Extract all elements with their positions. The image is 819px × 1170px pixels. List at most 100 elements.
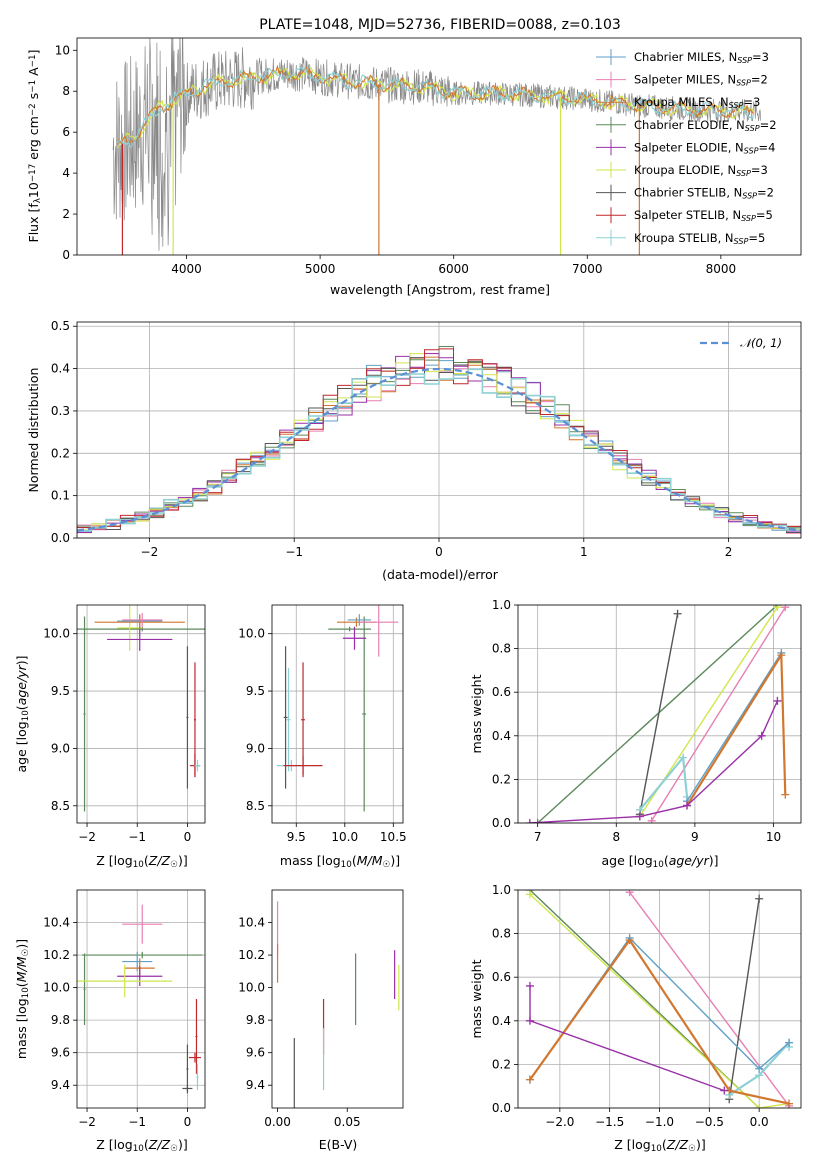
y-tick-label: 0.0 — [492, 816, 511, 830]
weight-marker — [773, 605, 782, 612]
weight-marker — [647, 816, 656, 823]
x-tick-label: −2.0 — [545, 1115, 574, 1129]
y-axis-label: mass weight — [469, 959, 484, 1038]
weight-marker — [755, 1104, 764, 1108]
weight-line — [529, 893, 790, 1108]
legend-entry: Kroupa MILES, NSSP=3 — [634, 95, 760, 110]
y-tick-label: 0.4 — [492, 1014, 511, 1028]
y-tick-label: 1.0 — [492, 883, 511, 897]
weight-marker — [533, 819, 542, 823]
x-tick-label: 6000 — [438, 262, 469, 276]
legend-entry: Kroupa STELIB, NSSP=5 — [634, 231, 765, 246]
x-tick-label: 8 — [612, 830, 620, 844]
legend-entry: Salpeter ELODIE, NSSP=4 — [634, 140, 775, 155]
plot-area — [525, 605, 790, 823]
plot-area — [525, 890, 794, 1108]
plot-area — [77, 605, 205, 812]
panel-mass-vs-Z: −2 −1 0 9.4 9.6 9.8 10.0 10.2 10.4 Z [log10(Z/Z☉)… — [14, 889, 206, 1154]
plot-area — [77, 346, 801, 534]
x-axis-label: age [log10(age/yr)] — [601, 853, 718, 870]
observed-spectrum — [112, 38, 762, 251]
legend-entry: Kroupa ELODIE, NSSP=3 — [634, 163, 768, 178]
x-axis-label: wavelength [Angstrom, rest frame] — [330, 282, 550, 297]
normal-curve — [77, 367, 801, 532]
panel-spectrum: 4000 5000 6000 7000 8000 0 2 4 6 8 10 wavelength [A… — [26, 37, 802, 297]
x-tick-label: 10 — [766, 830, 781, 844]
y-axis-label: Normed distribution — [26, 368, 41, 493]
y-tick-label: 0.2 — [492, 772, 511, 786]
legend-entry: Chabrier MILES, NSSP=3 — [634, 50, 769, 65]
x-tick-label: 7000 — [572, 262, 603, 276]
y-tick-label: 9.0 — [246, 741, 265, 755]
weight-marker — [625, 890, 634, 897]
y-tick-label: 0.0 — [51, 531, 70, 545]
y-tick-label: 8.5 — [246, 799, 265, 813]
x-tick-label: 9 — [691, 830, 699, 844]
panel-mass-vs-ebv: 0.00 0.05 9.4 9.6 9.8 10.0 10.2 10.4 E(B-V) — [238, 889, 404, 1152]
y-tick-label: 10.0 — [238, 981, 265, 995]
x-axis-label: mass [log10(M/M☉)] — [280, 853, 400, 870]
weight-line — [686, 651, 787, 807]
weight-marker — [525, 1075, 534, 1084]
weight-marker — [525, 819, 534, 823]
x-tick-label: 7 — [534, 830, 542, 844]
x-axis-label: Z [log10(Z/Z☉)] — [96, 853, 187, 870]
y-tick-label: 0.0 — [492, 1101, 511, 1115]
weight-marker — [777, 651, 786, 660]
x-tick-label: −1.5 — [595, 1115, 624, 1129]
weight-marker — [525, 890, 534, 899]
y-tick-label: 0.3 — [51, 404, 70, 418]
y-tick-label: 0.6 — [492, 970, 511, 984]
x-tick-label: −0.5 — [695, 1115, 724, 1129]
y-axis-label: age [log10(age/yr)] — [14, 655, 31, 772]
x-tick-label: −2 — [78, 1115, 96, 1129]
y-tick-label: 10 — [55, 43, 70, 57]
axes-frame — [271, 889, 404, 1109]
plot-area — [276, 901, 400, 1108]
y-tick-label: 0.2 — [51, 446, 70, 460]
weight-marker — [773, 696, 782, 705]
x-tick-label: 0 — [184, 1115, 192, 1129]
axes-frame — [76, 889, 206, 1109]
y-tick-label: 10.4 — [238, 916, 265, 930]
x-tick-label: 10.0 — [331, 830, 358, 844]
weight-marker — [781, 790, 790, 799]
x-tick-label: 0.0 — [750, 1115, 769, 1129]
model-spectrum — [116, 64, 754, 145]
weight-marker — [781, 605, 790, 612]
x-tick-label: 5000 — [305, 262, 336, 276]
axes-frame — [76, 37, 802, 256]
y-tick-label: 1.0 — [492, 598, 511, 612]
y-tick-label: 9.8 — [246, 1013, 265, 1027]
weight-line — [651, 606, 786, 822]
x-axis-label: (data-model)/error — [382, 567, 499, 582]
y-tick-label: 10.0 — [43, 627, 70, 641]
y-tick-label: 9.6 — [51, 1046, 70, 1060]
weight-marker — [755, 894, 764, 903]
y-tick-label: 4 — [62, 166, 70, 180]
weight-line — [529, 938, 790, 1105]
weight-marker — [785, 1099, 794, 1108]
y-tick-label: 0.1 — [51, 489, 70, 503]
legend-entry: Salpeter MILES, NSSP=2 — [634, 73, 768, 88]
y-tick-label: 10.0 — [43, 981, 70, 995]
figure-title: PLATE=1048, MJD=52736, FIBERID=0088, z=0… — [259, 17, 621, 33]
y-tick-label: 9.5 — [51, 684, 70, 698]
y-tick-label: 10.2 — [43, 948, 70, 962]
x-tick-label: 0.00 — [264, 1115, 291, 1129]
y-tick-label: 0.8 — [492, 642, 511, 656]
y-tick-label: 0.6 — [492, 685, 511, 699]
plot-area — [276, 605, 399, 812]
x-tick-label: 8000 — [706, 262, 737, 276]
x-tick-label: −1 — [128, 830, 146, 844]
weight-marker — [679, 753, 688, 762]
y-tick-label: 0.5 — [51, 319, 70, 333]
weight-marker — [625, 936, 634, 945]
x-tick-label: 0 — [184, 830, 192, 844]
panel-age-vs-Z: −2 −1 0 8.5 9.0 9.5 10.0 Z [log10(Z/Z☉)] age [lo… — [14, 604, 206, 870]
weight-marker — [673, 609, 682, 618]
weight-marker — [720, 1086, 729, 1095]
axes-frame — [271, 604, 404, 824]
y-tick-label: 9.8 — [51, 1013, 70, 1027]
